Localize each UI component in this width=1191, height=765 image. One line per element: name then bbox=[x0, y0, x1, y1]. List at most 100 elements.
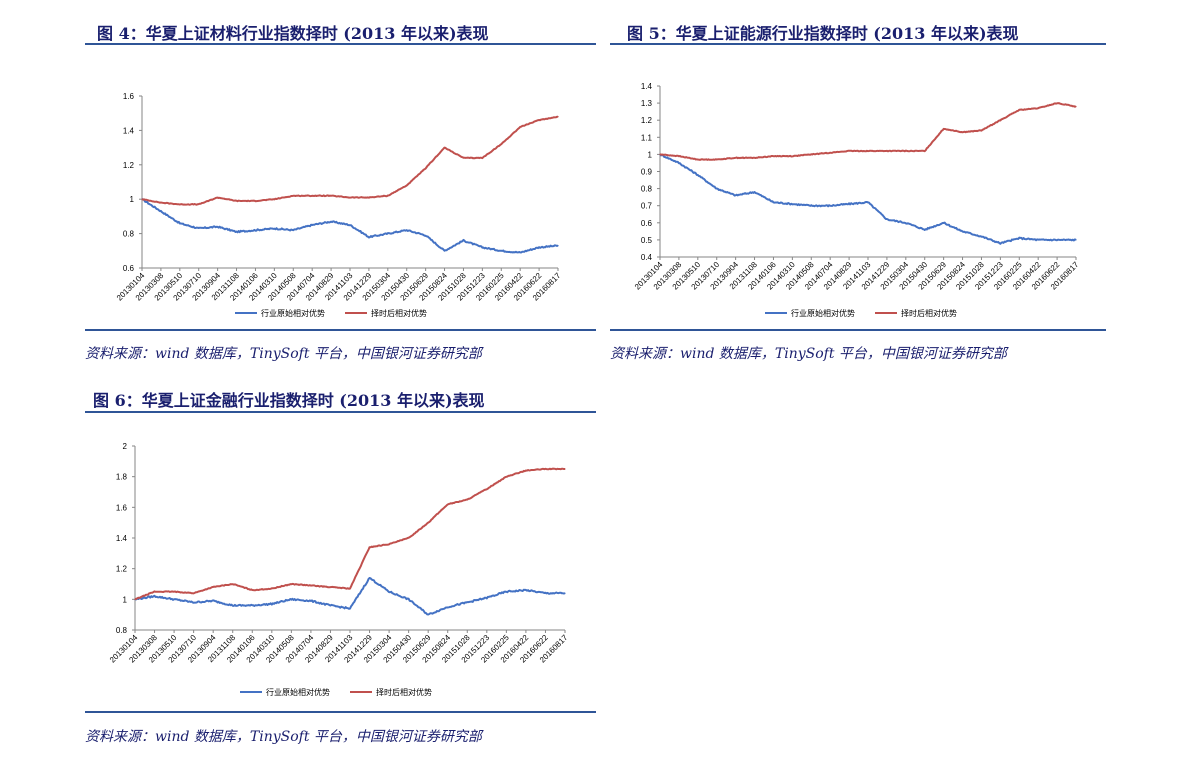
data-point bbox=[961, 131, 964, 133]
data-point bbox=[1037, 239, 1039, 241]
figure-4-number: 4 bbox=[118, 24, 130, 43]
data-point bbox=[368, 577, 371, 579]
figure-5-number: 5 bbox=[648, 24, 660, 43]
data-point bbox=[251, 589, 253, 591]
data-point bbox=[538, 119, 540, 121]
data-point bbox=[217, 196, 219, 199]
data-point bbox=[232, 604, 234, 607]
data-point bbox=[160, 210, 162, 212]
y-tick-label: 1.4 bbox=[641, 82, 653, 91]
y-tick-label: 1.4 bbox=[116, 534, 128, 543]
data-point bbox=[406, 184, 408, 187]
y-tick-label: 1.6 bbox=[123, 92, 135, 101]
figure-4-title: 图 4：华夏上证材料行业指数择时 (2013 年以来)表现 bbox=[97, 20, 489, 44]
data-point bbox=[791, 155, 793, 157]
data-point bbox=[500, 143, 502, 145]
legend-label-timing: 择时后相对优势 bbox=[371, 308, 427, 318]
series-line-timing bbox=[141, 115, 559, 206]
data-point bbox=[292, 229, 294, 231]
data-point bbox=[198, 203, 200, 205]
data-point bbox=[235, 200, 238, 202]
y-tick-label: 1.2 bbox=[123, 161, 135, 170]
data-point bbox=[254, 229, 257, 231]
data-point bbox=[924, 150, 926, 152]
y-tick-label: 1.2 bbox=[116, 565, 128, 574]
data-point bbox=[173, 591, 175, 593]
data-point bbox=[829, 205, 831, 207]
figure-4-label-rest: ：华夏上证材料行业指数择时 (2013 年以来)表现 bbox=[129, 24, 489, 43]
data-point bbox=[486, 488, 488, 490]
data-point bbox=[271, 588, 273, 590]
data-point bbox=[500, 250, 502, 252]
data-point bbox=[481, 157, 483, 159]
data-point bbox=[961, 230, 964, 232]
data-point bbox=[716, 158, 718, 161]
data-point bbox=[791, 203, 793, 205]
figure-6-label-prefix: 图 bbox=[93, 391, 115, 410]
data-point bbox=[232, 583, 234, 585]
data-point bbox=[193, 601, 195, 603]
data-point bbox=[943, 128, 945, 130]
data-point bbox=[538, 246, 540, 248]
y-tick-label: 0.8 bbox=[123, 230, 135, 239]
data-point bbox=[349, 607, 351, 610]
data-point bbox=[716, 188, 718, 190]
legend-label-timing: 择时后相对优势 bbox=[901, 308, 957, 318]
data-point bbox=[330, 220, 332, 223]
data-point bbox=[387, 233, 389, 235]
data-point bbox=[212, 600, 214, 602]
data-point bbox=[427, 522, 429, 524]
data-point bbox=[466, 601, 468, 603]
y-tick-label: 1 bbox=[130, 195, 135, 204]
data-point bbox=[735, 194, 737, 197]
figure-6-number: 6 bbox=[114, 391, 126, 410]
y-tick-label: 1.2 bbox=[641, 116, 653, 125]
data-point bbox=[924, 229, 926, 231]
y-tick-label: 1.4 bbox=[123, 126, 135, 135]
data-point bbox=[905, 222, 907, 224]
data-point bbox=[462, 239, 465, 242]
data-point bbox=[772, 155, 775, 157]
data-point bbox=[388, 591, 390, 593]
data-point bbox=[153, 595, 156, 597]
data-point bbox=[198, 227, 200, 230]
figure-6-title: 图 6：华夏上证金融行业指数择时 (2013 年以来)表现 bbox=[93, 387, 485, 411]
data-point bbox=[349, 588, 351, 590]
data-point bbox=[505, 591, 507, 593]
data-point bbox=[753, 157, 756, 159]
data-point bbox=[311, 195, 313, 197]
data-point bbox=[349, 196, 351, 199]
data-point bbox=[525, 469, 527, 472]
data-point bbox=[141, 198, 143, 200]
figure-6-label-rest: ：华夏上证金融行业指数择时 (2013 年以来)表现 bbox=[125, 391, 485, 410]
data-point bbox=[481, 246, 483, 248]
data-point bbox=[980, 235, 983, 238]
y-tick-label: 1.1 bbox=[641, 133, 653, 142]
y-tick-label: 0.8 bbox=[641, 185, 653, 194]
figure-5-label-prefix: 图 bbox=[627, 24, 649, 43]
y-tick-label: 0.8 bbox=[116, 626, 128, 635]
data-point bbox=[425, 234, 427, 236]
data-point bbox=[406, 229, 408, 231]
y-tick-label: 0.6 bbox=[123, 264, 135, 273]
data-point bbox=[447, 503, 449, 505]
data-point bbox=[443, 147, 446, 149]
series-line-industry bbox=[659, 153, 1077, 245]
data-point bbox=[544, 592, 547, 594]
data-point bbox=[134, 598, 136, 600]
data-point bbox=[425, 167, 427, 169]
data-point bbox=[999, 119, 1001, 121]
y-tick-label: 1 bbox=[123, 595, 128, 604]
figure-5-title: 图 5：华夏上证能源行业指数择时 (2013 年以来)表现 bbox=[627, 20, 1019, 44]
data-point bbox=[753, 191, 756, 193]
data-point bbox=[829, 152, 831, 154]
data-point bbox=[388, 543, 390, 545]
y-tick-label: 0.6 bbox=[641, 219, 653, 228]
figure-5-bottom-rule bbox=[610, 329, 1106, 331]
data-point bbox=[311, 224, 313, 226]
data-point bbox=[212, 586, 214, 588]
data-point bbox=[735, 157, 737, 159]
data-point bbox=[544, 468, 547, 470]
data-point bbox=[772, 201, 775, 203]
data-point bbox=[519, 251, 521, 254]
